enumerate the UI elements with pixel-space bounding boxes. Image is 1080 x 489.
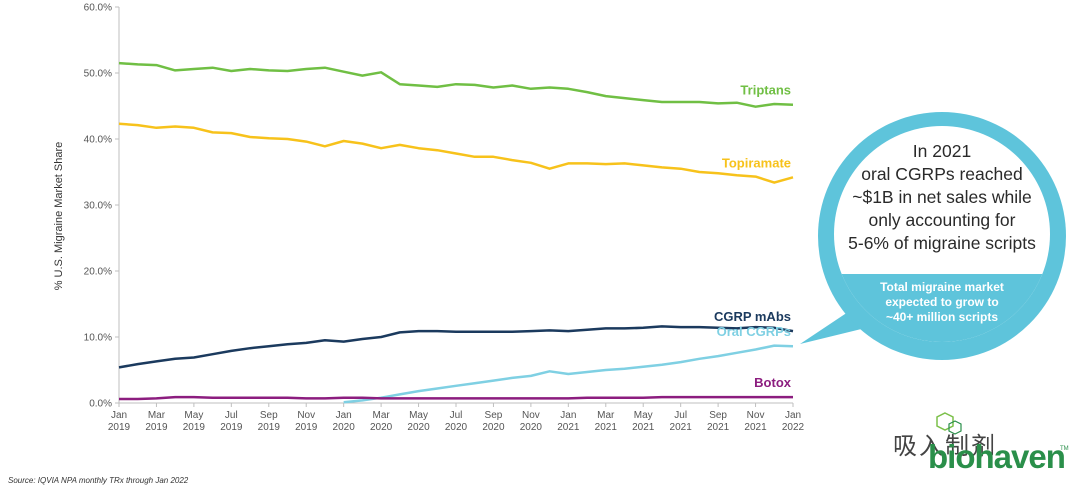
- x-tick-label: Jan: [785, 410, 801, 421]
- y-tick-label: 20.0%: [84, 267, 112, 278]
- x-tick-label: Sep: [709, 410, 727, 421]
- x-tick-label: Sep: [485, 410, 503, 421]
- callout-sub-text: Total migraine market expected to grow t…: [856, 280, 1028, 325]
- x-tick-label: Mar: [597, 410, 615, 421]
- x-tick-label: 2020: [482, 422, 505, 433]
- series-line-cgrp-mabs: [118, 325, 794, 369]
- series-label-oral-cgrps: Oral CGRPs: [717, 324, 791, 339]
- x-tick-label: 2019: [183, 422, 206, 433]
- series-line-oral-cgrps: [343, 344, 794, 404]
- x-tick-label: 2021: [557, 422, 580, 433]
- y-tick-label: 40.0%: [84, 135, 112, 146]
- x-tick-label: 2021: [744, 422, 767, 433]
- hexagon-logo-icon: [936, 412, 962, 435]
- x-tick-label: Nov: [747, 410, 765, 421]
- x-tick-label: Mar: [372, 410, 390, 421]
- series-label-botox: Botox: [754, 375, 792, 390]
- series-label-topiramate: Topiramate: [722, 155, 791, 170]
- x-tick-label: May: [184, 410, 203, 421]
- y-tick-label: 0.0%: [89, 399, 112, 410]
- callout-line: 5-6% of migraine scripts: [848, 233, 1036, 253]
- x-tick-label: 2019: [145, 422, 168, 433]
- source-note: Source: IQVIA NPA monthly TRx through Ja…: [8, 476, 189, 485]
- callout-line: In 2021: [912, 141, 972, 161]
- y-axis-ticks: 0.0% 10.0% 20.0% 30.0% 40.0% 50.0% 60.0%: [84, 3, 119, 410]
- x-tick-label: Mar: [148, 410, 166, 421]
- x-tick-label: 2020: [333, 422, 356, 433]
- x-tick-label: 2022: [782, 422, 805, 433]
- series-lines: [118, 61, 794, 404]
- callout-sub-line: ~40+ million scripts: [885, 310, 999, 324]
- series-line-triptans: [118, 61, 794, 108]
- x-tick-label: Jan: [111, 410, 127, 421]
- y-tick-label: 60.0%: [84, 3, 112, 14]
- x-tick-label: 2019: [220, 422, 243, 433]
- callout-main-text: In 2021 oral CGRPs reached ~$1B in net s…: [834, 140, 1050, 255]
- x-tick-label: 2020: [407, 422, 430, 433]
- watermark-text: 吸入制剂: [893, 432, 997, 460]
- x-tick-label: 2019: [295, 422, 318, 433]
- series-label-triptans: Triptans: [740, 83, 791, 98]
- x-tick-label: Jul: [674, 410, 687, 421]
- callout-line: only accounting for: [868, 210, 1016, 230]
- callout-band: Total migraine market expected to grow t…: [834, 274, 1050, 342]
- series-line-topiramate: [118, 122, 794, 184]
- x-tick-label: Jan: [560, 410, 576, 421]
- callout-line: oral CGRPs reached: [861, 164, 1023, 184]
- x-tick-label: Jul: [225, 410, 238, 421]
- x-tick-label: 2019: [108, 422, 131, 433]
- x-tick-label: Nov: [297, 410, 315, 421]
- x-tick-label: 2020: [520, 422, 543, 433]
- y-axis-label: % U.S. Migraine Market Share: [53, 142, 65, 291]
- y-tick-label: 30.0%: [84, 201, 112, 212]
- x-tick-label: Sep: [260, 410, 278, 421]
- x-axis-ticks: Jan2019Mar2019May2019Jul2019Sep2019Nov20…: [108, 403, 805, 433]
- y-tick-label: 50.0%: [84, 69, 112, 80]
- x-tick-label: May: [409, 410, 428, 421]
- x-tick-label: Jul: [450, 410, 463, 421]
- x-tick-label: 2020: [445, 422, 468, 433]
- brand-logo: biohaven: [928, 438, 1066, 475]
- x-tick-label: May: [634, 410, 653, 421]
- x-tick-label: 2021: [670, 422, 693, 433]
- callout-line: ~$1B in net sales while: [852, 187, 1032, 207]
- x-tick-label: 2019: [258, 422, 281, 433]
- x-tick-label: 2020: [370, 422, 393, 433]
- callout-sub-line: Total migraine market: [880, 280, 1004, 294]
- x-tick-label: 2021: [632, 422, 655, 433]
- series-line-botox: [119, 395, 793, 401]
- callout-inner: In 2021 oral CGRPs reached ~$1B in net s…: [834, 126, 1050, 342]
- x-tick-label: 2021: [595, 422, 618, 433]
- series-label-cgrp-mabs: CGRP mAbs: [714, 309, 791, 324]
- y-tick-label: 10.0%: [84, 333, 112, 344]
- x-tick-label: Nov: [522, 410, 540, 421]
- brand-trademark: TM: [1060, 446, 1069, 452]
- x-tick-label: Jan: [336, 410, 352, 421]
- x-tick-label: 2021: [707, 422, 730, 433]
- callout-sub-line: expected to grow to: [885, 295, 999, 309]
